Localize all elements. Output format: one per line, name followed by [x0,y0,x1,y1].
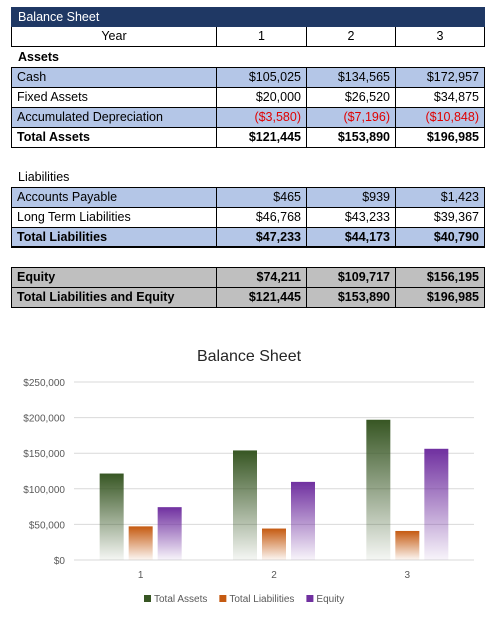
row-value-negative: ($3,580) [217,108,307,127]
header-year-label: Year [11,27,217,46]
row-value: $465 [217,188,307,207]
row-value: $172,957 [396,68,485,87]
table-row-equity: Equity $74,211 $109,717 $156,195 [11,268,485,288]
y-tick-label: $100,000 [23,485,65,496]
row-label: Equity [11,268,217,287]
x-tick-label: 1 [138,570,144,581]
y-tick-label: $150,000 [23,449,65,460]
table-row-fixed-assets: Fixed Assets $20,000 $26,520 $34,875 [11,88,485,108]
row-value: $47,233 [217,228,307,246]
table-row-cash: Cash $105,025 $134,565 $172,957 [11,68,485,88]
row-value: $121,445 [217,128,307,147]
bar-equity-2 [291,481,315,560]
table-title: Balance Sheet [11,7,485,27]
row-label: Accounts Payable [11,188,217,207]
x-tick-label: 3 [405,570,411,581]
legend-label: Total Liabilities [229,594,294,605]
y-tick-label: $250,000 [23,378,65,389]
bar-equity-1 [157,507,182,560]
table-row-accumulated-depreciation: Accumulated Depreciation ($3,580) ($7,19… [11,108,485,128]
x-tick-label: 2 [271,570,277,581]
bar-total-assets-2 [233,450,257,560]
table-row-total-assets: Total Assets $121,445 $153,890 $196,985 [11,128,485,148]
bar-total-assets-3 [366,419,391,560]
row-value: $153,890 [307,288,396,307]
bar-total-liabilities-3 [395,530,420,560]
row-label: Cash [11,68,217,87]
assets-section-label: Assets [18,50,59,64]
chart-title: Balance Sheet [197,348,302,365]
bar-equity-3 [424,448,449,560]
balance-sheet-table: Balance Sheet Year 1 2 3 Assets Cash $10… [11,7,485,308]
bar-total-assets-1 [99,473,124,560]
table-row-total-liabilities: Total Liabilities $47,233 $44,173 $40,79… [11,228,485,248]
row-value: $26,520 [307,88,396,107]
row-label: Total Assets [11,128,217,147]
bar-total-liabilities-2 [262,528,286,560]
row-value: $134,565 [307,68,396,87]
row-label: Total Liabilities [11,228,217,246]
row-value: $939 [307,188,396,207]
row-value: $46,768 [217,208,307,227]
row-label: Fixed Assets [11,88,217,107]
y-tick-label: $50,000 [29,520,66,531]
row-value: $34,875 [396,88,485,107]
legend-swatch [144,595,151,602]
row-label: Long Term Liabilities [11,208,217,227]
row-label: Accumulated Depreciation [11,108,217,127]
row-value: $39,367 [396,208,485,227]
row-value: $109,717 [307,268,396,287]
row-value-negative: ($10,848) [396,108,485,127]
row-value: $40,790 [396,228,485,246]
row-value: $74,211 [217,268,307,287]
header-year-3: 3 [396,27,485,46]
row-value-negative: ($7,196) [307,108,396,127]
table-row-accounts-payable: Accounts Payable $465 $939 $1,423 [11,188,485,208]
legend-label: Equity [316,594,344,605]
row-value: $153,890 [307,128,396,147]
row-value: $43,233 [307,208,396,227]
balance-sheet-chart: Balance Sheet $0 $50,000 $100,000 $150,000 $… [23,348,474,605]
table-row-total-liabilities-equity: Total Liabilities and Equity $121,445 $1… [11,288,485,308]
row-value: $196,985 [396,128,485,147]
header-year-1: 1 [217,27,307,46]
y-tick-label: $0 [54,556,66,567]
row-value: $121,445 [217,288,307,307]
row-value: $44,173 [307,228,396,246]
row-value: $156,195 [396,268,485,287]
row-value: $105,025 [217,68,307,87]
y-tick-label: $200,000 [23,414,65,425]
row-value: $20,000 [217,88,307,107]
liabilities-section-label: Liabilities [18,170,70,184]
header-row: Year 1 2 3 [11,27,485,47]
row-value: $1,423 [396,188,485,207]
bar-total-liabilities-1 [128,526,153,560]
row-value: $196,985 [396,288,485,307]
legend-swatch [219,595,227,602]
table-row-long-term-liabilities: Long Term Liabilities $46,768 $43,233 $3… [11,208,485,228]
legend-swatch [306,595,314,602]
legend-label: Total Assets [154,594,207,605]
row-label: Total Liabilities and Equity [11,288,217,307]
header-year-2: 2 [307,27,396,46]
